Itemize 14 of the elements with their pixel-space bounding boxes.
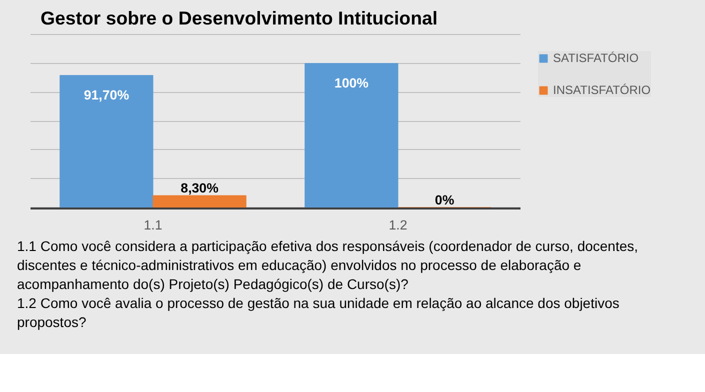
bar [60, 75, 154, 208]
data-label: 8,30% [180, 180, 219, 196]
chart-title: Gestor sobre o Desenvolvimento Intitucional [40, 8, 438, 28]
text: 1.1 Como você considera a participação efetiva dos responsáveis (coordenador de curso, docentes, discentes e técnico-administrativos em educação) envolvidos no processo de elaboração e acompanhamento do(s) Projeto(s) Pedagógico(s) de Curso(s)? [17, 237, 640, 294]
data-label: 0% [434, 192, 454, 208]
legend-label: SATISFATÓRIO [553, 51, 639, 65]
bar [304, 63, 398, 208]
data-label: 91,70% [84, 87, 130, 102]
data-label: 100% [334, 75, 369, 90]
text: 1.2 Como você avalia o processo de gestão na sua unidade em relação ao alcance dos objetivos propostos? [17, 294, 620, 332]
x-tick-label: 1.1 [144, 218, 162, 232]
legend-label: INSATISFATÓRIO [553, 83, 651, 97]
bar [152, 195, 246, 208]
x-tick-label: 1.2 [388, 218, 408, 232]
